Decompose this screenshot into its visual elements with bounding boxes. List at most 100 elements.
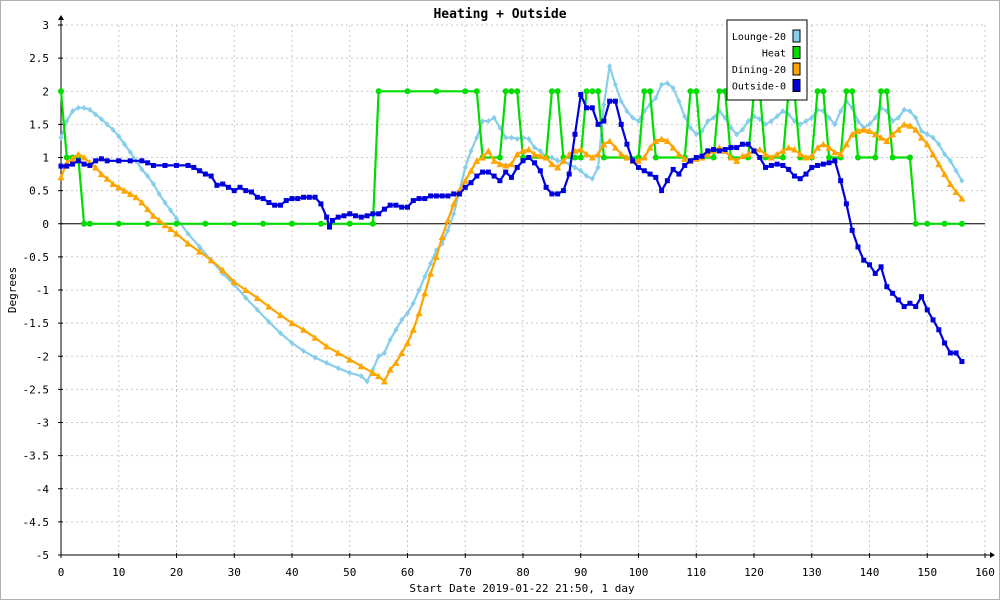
- data-point: [883, 88, 890, 95]
- series-lounge-20: [58, 63, 965, 385]
- data-point: [543, 184, 549, 190]
- data-point: [763, 121, 769, 128]
- data-point: [80, 154, 88, 161]
- series-outside-0: [58, 92, 965, 365]
- data-point: [682, 113, 688, 120]
- x-tick-label: 90: [574, 566, 587, 579]
- data-point: [705, 148, 711, 154]
- data-point: [907, 108, 913, 115]
- data-point: [571, 154, 578, 161]
- data-point: [503, 169, 509, 175]
- data-point: [277, 202, 283, 208]
- x-tick-label: 80: [516, 566, 529, 579]
- data-point: [871, 130, 879, 138]
- data-point: [416, 287, 422, 293]
- data-point: [335, 365, 341, 372]
- data-point: [144, 205, 152, 213]
- data-point: [594, 150, 602, 158]
- data-point: [81, 220, 88, 227]
- data-point: [289, 340, 295, 346]
- data-point: [924, 131, 930, 138]
- data-point: [583, 150, 591, 158]
- data-point: [959, 177, 965, 184]
- data-point: [838, 108, 844, 115]
- data-point: [652, 154, 659, 161]
- data-point: [653, 94, 659, 101]
- data-point: [63, 154, 70, 161]
- data-point: [168, 207, 174, 214]
- data-point: [231, 188, 237, 194]
- data-point: [578, 167, 584, 174]
- data-point: [116, 158, 122, 164]
- data-point: [838, 178, 844, 184]
- data-point: [115, 183, 123, 191]
- legend-swatch: [792, 46, 801, 59]
- data-point: [375, 88, 382, 95]
- data-point: [814, 88, 821, 95]
- data-point: [745, 141, 751, 147]
- data-point: [375, 372, 383, 380]
- data-point: [936, 327, 942, 333]
- x-axis-arrow: [990, 552, 995, 558]
- data-point: [266, 318, 272, 325]
- data-point: [474, 134, 480, 141]
- data-point: [490, 157, 498, 164]
- data-point: [398, 349, 406, 356]
- data-point: [155, 216, 163, 224]
- data-point: [867, 121, 872, 128]
- data-point: [832, 121, 838, 128]
- data-point: [942, 340, 948, 346]
- data-point: [196, 248, 204, 255]
- data-point: [855, 118, 861, 125]
- data-point: [97, 170, 105, 178]
- data-point: [757, 155, 763, 160]
- data-point: [734, 145, 740, 151]
- data-point: [738, 152, 746, 160]
- data-point: [872, 154, 879, 161]
- data-point: [70, 108, 76, 115]
- data-point: [473, 88, 480, 95]
- data-point: [676, 98, 682, 105]
- data-point: [399, 204, 405, 210]
- x-tick-label: 100: [629, 566, 649, 579]
- data-point: [58, 163, 64, 169]
- x-tick-label: 150: [917, 566, 937, 579]
- data-point: [855, 244, 861, 250]
- data-point: [301, 194, 307, 200]
- data-point: [81, 104, 87, 111]
- data-point: [75, 158, 81, 164]
- data-point: [536, 152, 544, 160]
- data-point: [525, 146, 533, 153]
- data-point: [122, 141, 128, 148]
- data-point: [913, 114, 919, 121]
- data-point: [618, 98, 624, 105]
- data-point: [923, 140, 931, 148]
- data-point: [930, 317, 936, 323]
- data-point: [947, 157, 953, 164]
- data-point: [237, 184, 243, 190]
- data-point: [346, 220, 353, 227]
- data-point: [272, 202, 278, 208]
- x-tick-label: 50: [343, 566, 356, 579]
- data-point: [797, 176, 803, 182]
- data-point: [705, 118, 711, 125]
- data-point: [513, 150, 521, 158]
- data-point: [526, 155, 532, 160]
- data-point: [409, 326, 417, 333]
- data-point: [584, 105, 590, 111]
- data-point: [848, 130, 856, 138]
- data-point: [410, 300, 416, 307]
- data-point: [716, 148, 722, 154]
- axes: [58, 15, 995, 558]
- data-point: [393, 202, 399, 208]
- data-point: [912, 220, 919, 227]
- data-point: [242, 286, 250, 293]
- data-point: [265, 303, 273, 310]
- y-tick-label: 1: [42, 152, 49, 165]
- data-point: [554, 88, 561, 95]
- data-point: [819, 140, 827, 148]
- data-point: [664, 178, 670, 184]
- data-point: [659, 81, 665, 88]
- data-point: [693, 88, 700, 95]
